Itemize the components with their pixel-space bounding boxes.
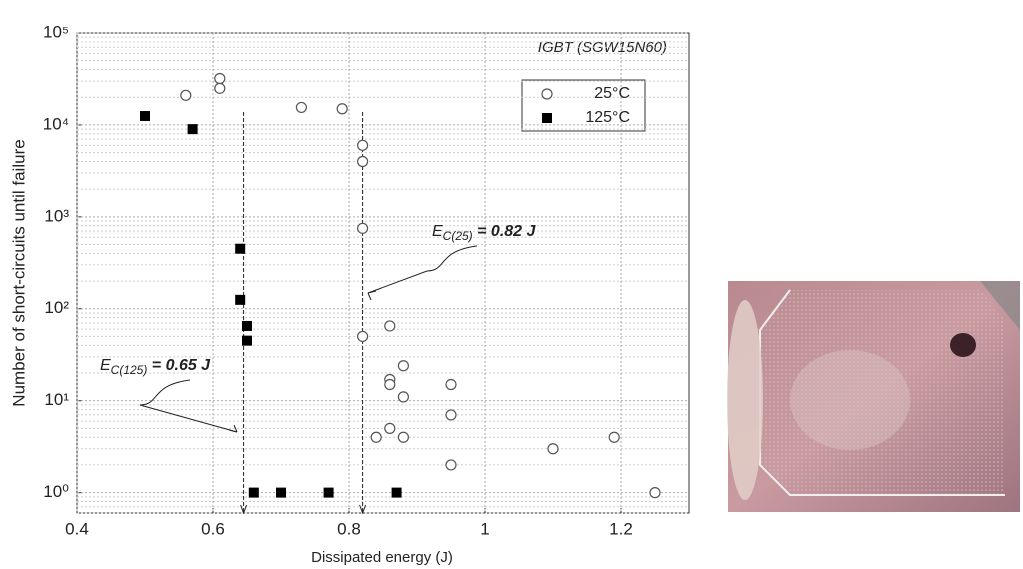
point: [248, 487, 259, 498]
point: [384, 378, 396, 391]
symbol: E: [432, 223, 443, 240]
point: [608, 431, 620, 443]
point: [384, 422, 396, 434]
y-axis-label: Number of short-circuits until failure: [9, 139, 28, 406]
point: [214, 82, 226, 94]
point: [336, 103, 348, 115]
x-tick-label: 1: [480, 519, 489, 538]
arrowhead: [228, 424, 238, 433]
critical-energy-label: EC(125) = 0.65 J: [100, 357, 211, 377]
critical-energy-label: EC(25) = 0.82 J: [432, 223, 537, 243]
point: [276, 487, 286, 498]
point: [295, 101, 307, 114]
legend-label: 125°C: [585, 109, 630, 126]
point: [397, 431, 409, 443]
y-tick-label: 10³: [44, 206, 69, 225]
subscript: C(25): [443, 229, 473, 243]
arrow: [139, 379, 238, 433]
point: [357, 222, 369, 234]
y-tick-label: 10¹: [44, 390, 69, 409]
value-text: = 0.65 J: [147, 357, 211, 374]
symbol: E: [100, 357, 111, 374]
arrowhead: [240, 504, 248, 515]
point: [445, 459, 457, 471]
point: [357, 155, 369, 168]
legend-marker: [541, 88, 553, 100]
point: [445, 378, 457, 391]
point: [391, 487, 402, 498]
y-tick-label: 10⁴: [43, 114, 69, 133]
x-tick-label: 0.8: [337, 519, 361, 538]
point: [384, 320, 396, 332]
point: [397, 360, 409, 372]
point: [235, 243, 246, 254]
photo: [727, 281, 1020, 512]
point: [323, 487, 334, 498]
arrowhead: [367, 290, 377, 301]
point: [242, 320, 252, 331]
point: [214, 72, 226, 85]
point: [235, 294, 246, 305]
x-tick-label: 1.2: [609, 519, 633, 538]
arrowhead: [359, 504, 367, 515]
x-axis-label: Dissipated energy (J): [311, 549, 453, 566]
arrow: [367, 245, 478, 294]
legend-marker: [542, 113, 552, 123]
x-tick-label: 0.6: [201, 519, 225, 538]
point: [357, 330, 369, 343]
point: [187, 124, 198, 135]
point: [649, 487, 661, 499]
point: [370, 431, 382, 443]
point: [397, 391, 409, 403]
y-tick-label: 10²: [44, 298, 69, 317]
point: [357, 139, 369, 151]
y-tick-label: 10⁵: [43, 22, 69, 41]
value-text: = 0.82 J: [473, 223, 537, 240]
y-tick-label: 10⁰: [43, 482, 69, 501]
subscript: C(125): [111, 363, 148, 377]
point: [547, 443, 559, 455]
point: [140, 111, 150, 122]
legend-label: 25°C: [594, 85, 630, 102]
point: [445, 409, 457, 421]
point: [180, 89, 192, 101]
point: [242, 335, 252, 346]
x-tick-label: 0.4: [65, 519, 89, 538]
